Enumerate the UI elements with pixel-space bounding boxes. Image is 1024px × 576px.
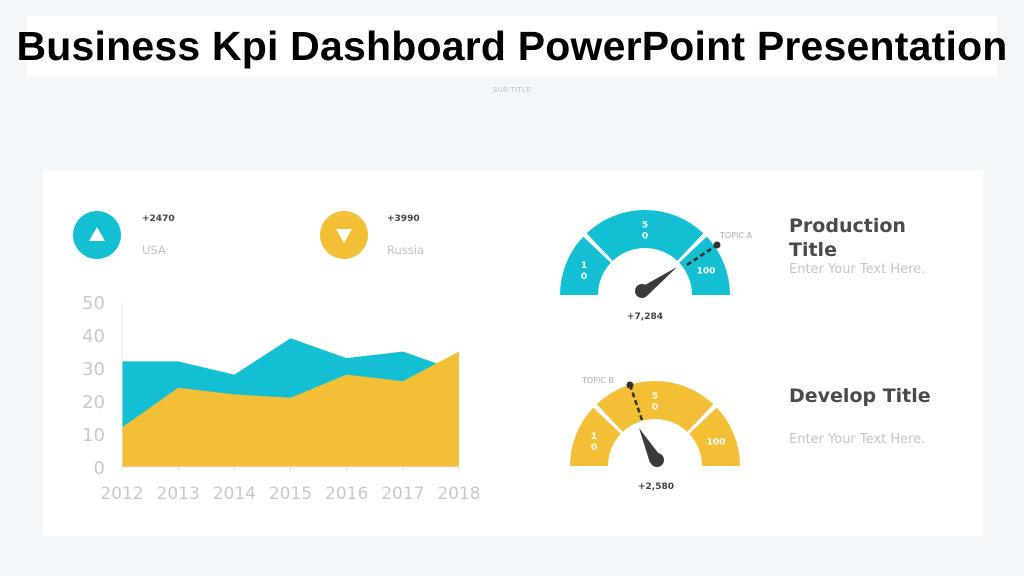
x-tick-label: 2014 bbox=[213, 484, 256, 504]
x-axis-ticks: 2012 2013 2014 2015 2016 2017 2018 bbox=[100, 467, 481, 504]
chart-areas bbox=[122, 338, 459, 467]
develop-title: Develop Title bbox=[789, 384, 931, 408]
x-tick-label: 2015 bbox=[269, 484, 312, 504]
y-tick-label: 10 bbox=[82, 425, 105, 446]
gauge-segment-label: 0 bbox=[652, 403, 658, 413]
gauge-segment-label: 0 bbox=[581, 272, 587, 282]
arrow-down-icon bbox=[336, 229, 352, 243]
topic-a-pointer bbox=[686, 243, 718, 267]
area-series-2 bbox=[122, 351, 459, 467]
gauge-segment-label: 100 bbox=[707, 438, 726, 448]
y-tick-label: 30 bbox=[82, 359, 105, 380]
gauge-production-value: +7,284 bbox=[627, 312, 663, 322]
page-title: Business Kpi Dashboard PowerPoint Presen… bbox=[16, 23, 1008, 69]
x-tick-label: 2016 bbox=[325, 484, 368, 504]
gauge-segment-2 bbox=[596, 381, 714, 432]
production-title-line-1: Production bbox=[789, 215, 906, 237]
gauge-segment-3 bbox=[679, 236, 730, 295]
topic-b-label: TOPIC B bbox=[581, 376, 614, 385]
gauge-segment-label: 1 bbox=[591, 432, 597, 442]
gauge-segment-label: 0 bbox=[642, 232, 648, 242]
kpi-usa-label: USA bbox=[142, 243, 166, 257]
topic-a-label: TOPIC A bbox=[719, 231, 752, 240]
title-band: Business Kpi Dashboard PowerPoint Presen… bbox=[16, 16, 1007, 77]
y-tick-label: 50 bbox=[82, 293, 105, 314]
gauge-segment-label: 100 bbox=[697, 267, 716, 277]
x-tick-label: 2017 bbox=[381, 484, 424, 504]
gauge-segment-2 bbox=[586, 210, 704, 261]
kpi-russia-value: +3990 bbox=[387, 214, 420, 224]
gauge-segment-label: 1 bbox=[581, 261, 587, 271]
gauge-segment-1 bbox=[570, 407, 621, 466]
gauge-develop-value: +2,580 bbox=[638, 482, 674, 492]
gauge-needle-hub bbox=[635, 284, 649, 298]
gauge-segment-3 bbox=[689, 407, 740, 466]
gauge-segment-label: 5 bbox=[652, 392, 658, 402]
dashboard-card bbox=[43, 170, 983, 536]
kpi-russia-label: Russia bbox=[387, 243, 424, 257]
gauge-segment-label: 5 bbox=[642, 221, 648, 231]
production-title: Production Title bbox=[789, 214, 906, 262]
gauge-segment-1 bbox=[560, 236, 611, 295]
kpi-usa-value: +2470 bbox=[142, 214, 175, 224]
topic-b-pointer bbox=[628, 384, 644, 421]
area-chart: 0 10 20 30 40 50 2012 2013 2014 2015 2016 2017 2018 bbox=[82, 293, 481, 504]
y-tick-label: 20 bbox=[82, 392, 105, 413]
arrow-up-icon bbox=[89, 227, 105, 241]
develop-title-line-1: Develop Title bbox=[789, 385, 931, 407]
kpi-usa-badge bbox=[73, 211, 121, 259]
page-subtitle: SUB-TITLE bbox=[492, 87, 532, 94]
y-tick-label: 40 bbox=[82, 326, 105, 347]
x-tick-label: 2012 bbox=[100, 484, 143, 504]
production-text: Enter Your Text Here. bbox=[789, 262, 926, 277]
x-tick-label: 2013 bbox=[157, 484, 200, 504]
y-axis-ticks: 0 10 20 30 40 50 bbox=[82, 293, 105, 479]
gauge-needle-hub bbox=[650, 453, 664, 467]
develop-text: Enter Your Text Here. bbox=[789, 432, 926, 447]
y-tick-label: 0 bbox=[94, 458, 105, 479]
topic-b-dot bbox=[626, 381, 634, 389]
gauge-segment-label: 0 bbox=[591, 443, 597, 453]
kpi-russia-badge bbox=[320, 211, 368, 259]
production-title-line-2: Title bbox=[789, 239, 837, 261]
x-tick-label: 2018 bbox=[437, 484, 480, 504]
topic-a-dot bbox=[713, 241, 721, 249]
